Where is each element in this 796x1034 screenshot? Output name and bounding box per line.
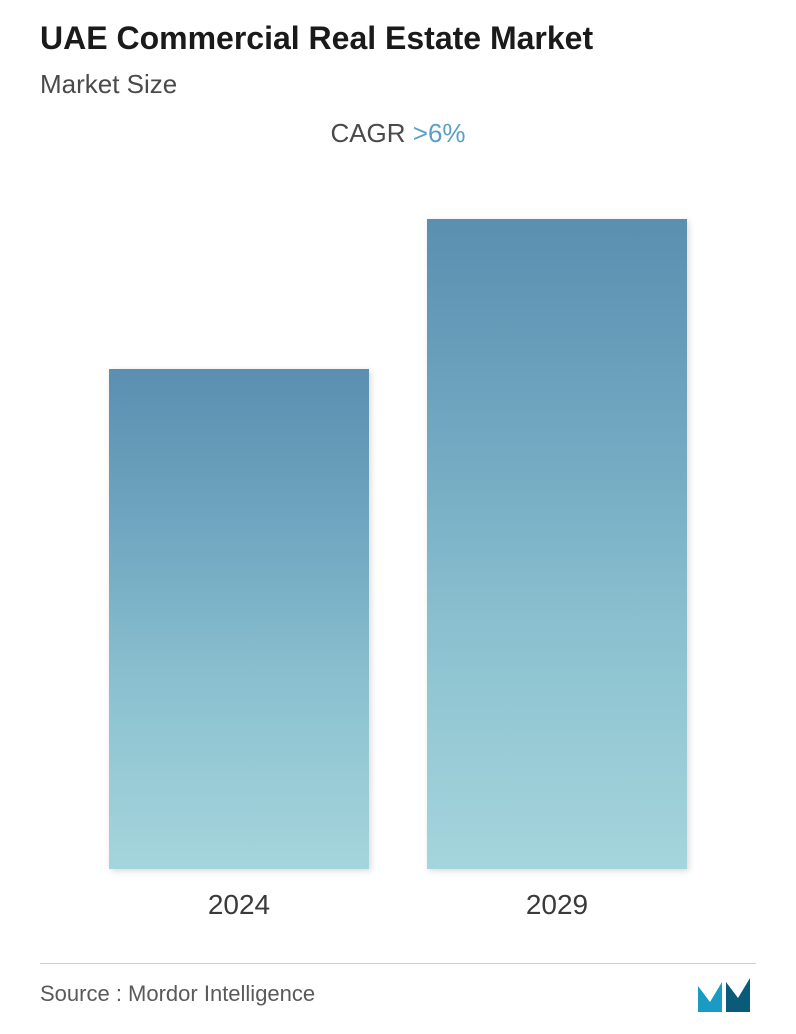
footer-divider xyxy=(40,963,756,964)
chart-area xyxy=(40,189,756,869)
mordor-logo-icon xyxy=(696,974,756,1014)
chart-subtitle: Market Size xyxy=(40,69,756,100)
x-label-1: 2029 xyxy=(427,889,687,921)
cagr-line: CAGR >6% xyxy=(40,118,756,149)
bar-2029 xyxy=(427,219,687,869)
cagr-value: >6% xyxy=(413,118,466,148)
bar-group-1 xyxy=(427,219,687,869)
chart-title: UAE Commercial Real Estate Market xyxy=(40,20,756,57)
bar-group-0 xyxy=(109,369,369,869)
cagr-label: CAGR xyxy=(330,118,412,148)
x-label-0: 2024 xyxy=(109,889,369,921)
bar-2024 xyxy=(109,369,369,869)
footer: Source : Mordor Intelligence xyxy=(40,974,756,1014)
x-axis-labels: 2024 2029 xyxy=(40,869,756,921)
source-text: Source : Mordor Intelligence xyxy=(40,981,315,1007)
